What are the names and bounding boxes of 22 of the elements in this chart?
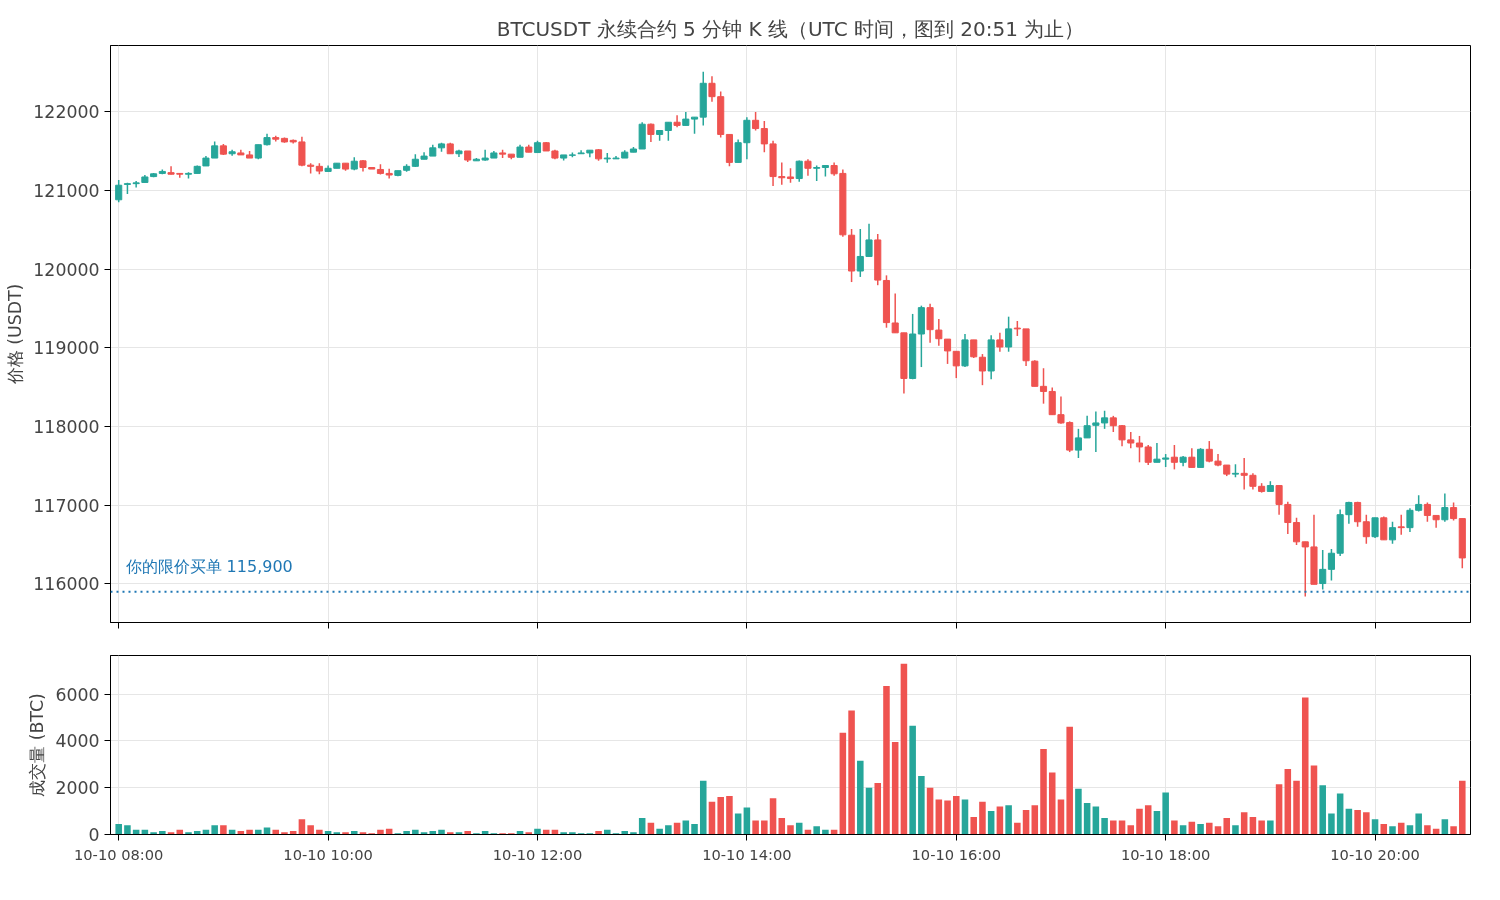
y-axis-title: 成交量 (BTC) (27, 693, 48, 797)
x-tick-label: 10-10 08:00 (73, 845, 164, 863)
chart-title: BTCUSDT 永续合约 5 分钟 K 线（UTC 时间，图到 20:51 为止） (496, 16, 1085, 41)
y-tick-label: 117000 (33, 495, 100, 516)
y-tick-label: 6000 (55, 684, 100, 705)
x-tick-label: 10-10 20:00 (1330, 845, 1420, 863)
x-tick-label: 10-10 18:00 (1120, 845, 1211, 863)
y-tick-label: 118000 (33, 416, 100, 437)
y-tick-label: 122000 (33, 102, 100, 123)
ref-line-label: 你的限价买单 115,900 (124, 556, 293, 576)
x-tick-label: 10-10 12:00 (492, 845, 583, 863)
y-tick-label: 0 (88, 825, 100, 845)
y-tick-label: 4000 (55, 731, 100, 752)
x-tick-label: 10-10 10:00 (283, 845, 373, 863)
y-tick-label: 120000 (33, 259, 100, 280)
x-tick-label: 10-10 16:00 (911, 845, 1002, 863)
y-tick-label: 119000 (33, 338, 100, 359)
y-tick-label: 116000 (33, 574, 100, 595)
y-axis-title: 价格 (USDT) (5, 283, 26, 386)
y-tick-label: 121000 (33, 180, 100, 201)
y-tick-label: 2000 (55, 778, 100, 799)
x-tick-label: 10-10 14:00 (702, 845, 792, 863)
